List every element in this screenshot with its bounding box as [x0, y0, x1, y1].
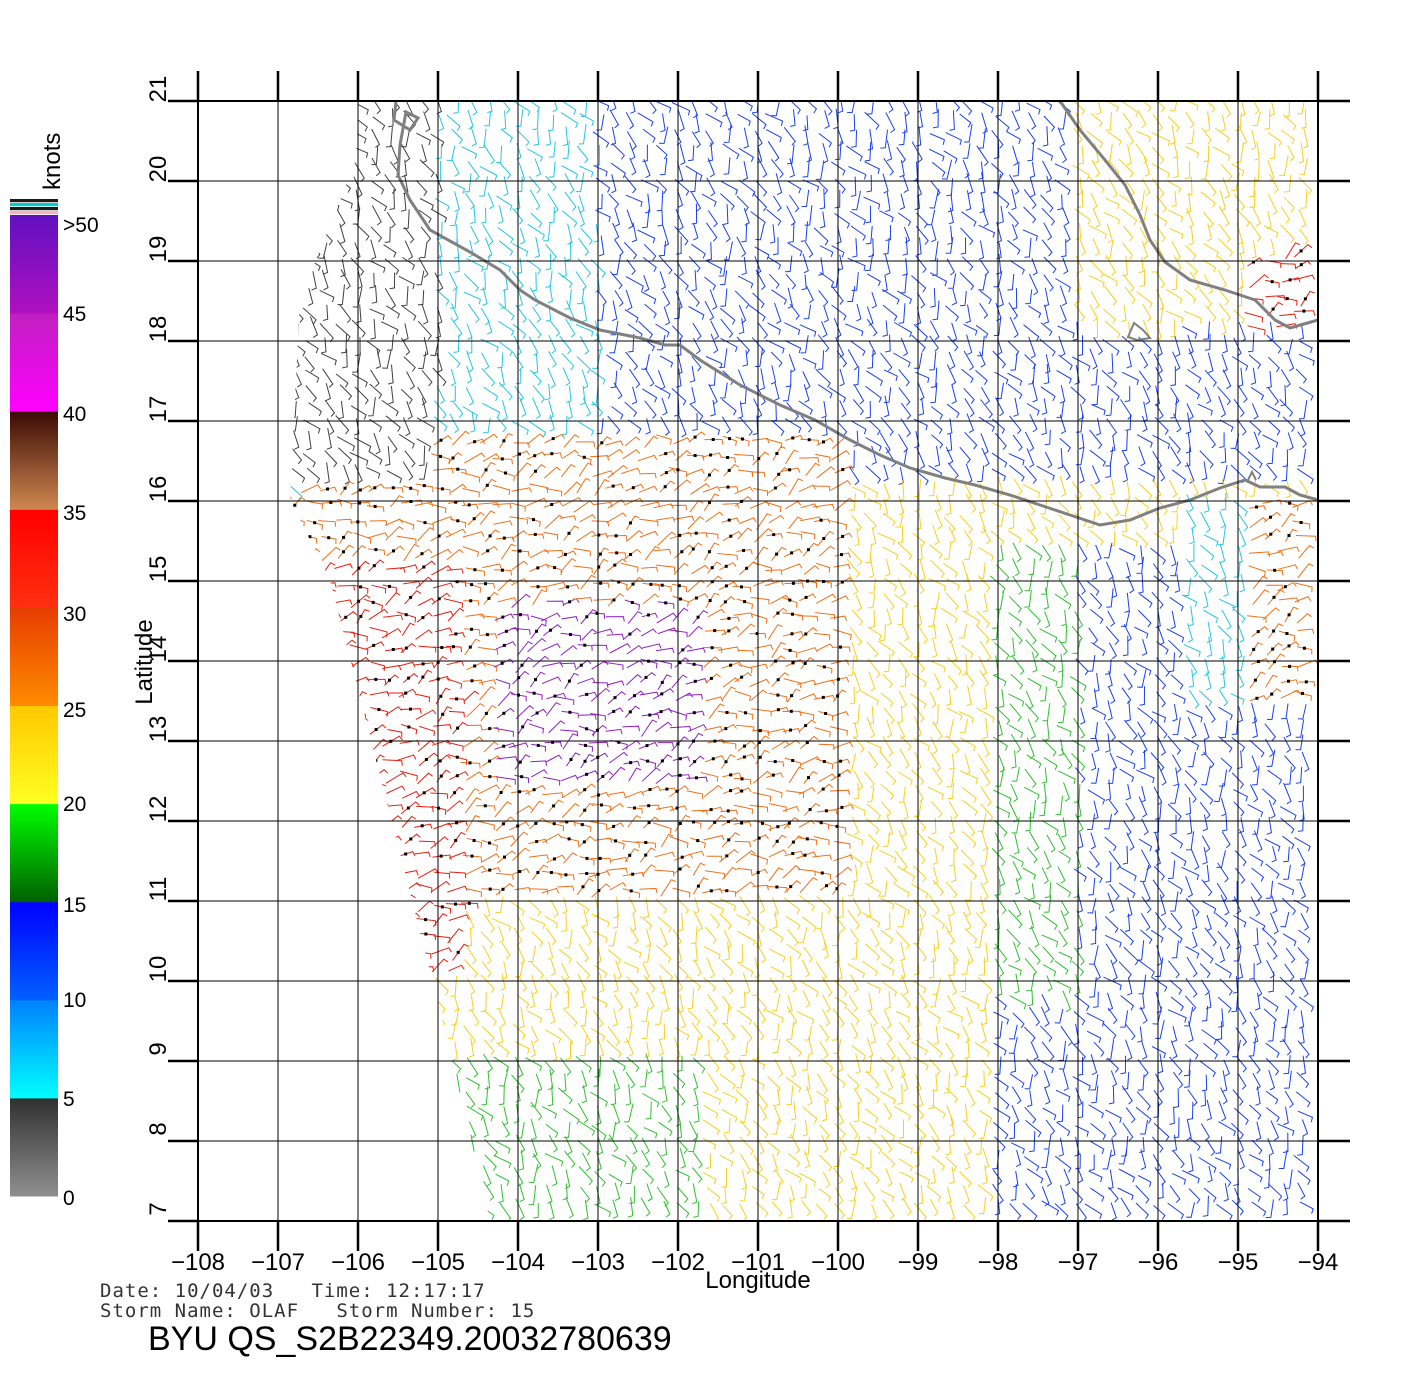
longitude-tick-labels: −108 −107 −106 −105 −104 −103 −102 −101 −100 −99 −…: [171, 1249, 1338, 1276]
lagoon-outline: [1247, 469, 1257, 481]
colorbar-title: knots: [39, 133, 66, 190]
colorbar-label: 20: [63, 793, 86, 816]
latitude-tick-label: 12: [145, 796, 172, 823]
latitude-tick-label: 17: [145, 396, 172, 423]
y-axis-title: Latitude: [131, 619, 158, 704]
longitude-tick-label: −107: [251, 1249, 305, 1276]
colorbar-label: 5: [63, 1088, 75, 1111]
latitude-tick-label: 8: [145, 1122, 172, 1135]
latitude-tick-label: 18: [145, 316, 172, 343]
latitude-tick-label: 11: [145, 877, 172, 902]
longitude-tick-label: −105: [411, 1249, 465, 1276]
file-identifier: BYU QS_S2B22349.20032780639: [148, 1320, 672, 1358]
latitude-tick-label: 20: [145, 156, 172, 183]
lat-lon-grid: [197, 100, 1319, 1222]
longitude-tick-label: −94: [1298, 1249, 1339, 1276]
colorbar-top-stripe: [10, 199, 58, 203]
colorbar-band-15-20: [10, 803, 58, 903]
latitude-tick-label: 14: [145, 636, 172, 663]
colorbar-label: 25: [63, 699, 86, 722]
longitude-tick-label: −99: [898, 1249, 939, 1276]
latitude-tick-labels: 7 8 9 10 11 12 13 14 15 16 17 18 19 20 21: [145, 76, 172, 1216]
colorbar-label: 15: [63, 894, 86, 917]
x-axis-title: Longitude: [705, 1267, 810, 1294]
latitude-tick-label: 10: [145, 956, 172, 983]
latitude-tick-label: 21: [145, 76, 172, 103]
longitude-tick-label: −104: [491, 1249, 545, 1276]
date-time-line: Date: 10/04/03 Time: 12:17:17: [100, 1280, 486, 1302]
colorbar-band-25-30: [10, 607, 58, 706]
latitude-tick-label: 13: [145, 716, 172, 743]
colorbar-label: 10: [63, 989, 86, 1012]
longitude-tick-label: −98: [978, 1249, 1019, 1276]
longitude-tick-label: −96: [1138, 1249, 1179, 1276]
colorbar-label: 0: [63, 1187, 75, 1210]
longitude-tick-label: −101: [731, 1249, 785, 1276]
colorbar-band-45-50: [10, 215, 58, 314]
axis-ticks: [168, 71, 1350, 1251]
latitude-tick-label: 15: [145, 556, 172, 583]
longitude-tick-label: −95: [1218, 1249, 1259, 1276]
colorbar-band-10-15: [10, 901, 58, 1001]
longitude-tick-label: −100: [811, 1249, 865, 1276]
colorbar-label: >50: [63, 214, 99, 237]
colorbar-band-40-45: [10, 313, 58, 412]
longitude-tick-label: −102: [651, 1249, 705, 1276]
colorbar-band-30-35: [10, 509, 58, 608]
pacific-coastline: [392, 100, 1319, 527]
gulf-coastline: [1058, 100, 1319, 330]
latitude-tick-label: 7: [145, 1202, 172, 1215]
colorbar-top-stripe: [10, 203, 58, 207]
longitude-tick-label: −108: [171, 1249, 225, 1276]
longitude-tick-label: −103: [571, 1249, 625, 1276]
colorbar-label: 40: [63, 403, 86, 426]
colorbar-label: 35: [63, 502, 86, 525]
colorbar-top-stripe: [10, 207, 58, 211]
colorbar-band-20-25: [10, 705, 58, 805]
colorbar-top-stripe: [10, 211, 58, 215]
wind-speed-colorbar: >50 45 40 35 30 25 20 15 10 5 0: [10, 199, 99, 1210]
colorbar-band-0-5: [10, 1097, 58, 1197]
colorbar-label: 45: [63, 303, 86, 326]
colorbar-band-5-10: [10, 999, 58, 1099]
longitude-tick-label: −97: [1058, 1249, 1099, 1276]
storm-info-line: Storm Name: OLAF Storm Number: 15: [100, 1300, 536, 1322]
longitude-tick-label: −106: [331, 1249, 385, 1276]
latitude-tick-label: 19: [145, 236, 172, 263]
island-outline: [1126, 321, 1152, 342]
colorbar-band-35-40: [10, 411, 58, 510]
latitude-tick-label: 16: [145, 476, 172, 503]
coastline: [392, 100, 1319, 527]
colorbar-label: 30: [63, 603, 86, 626]
latitude-tick-label: 9: [145, 1042, 172, 1055]
